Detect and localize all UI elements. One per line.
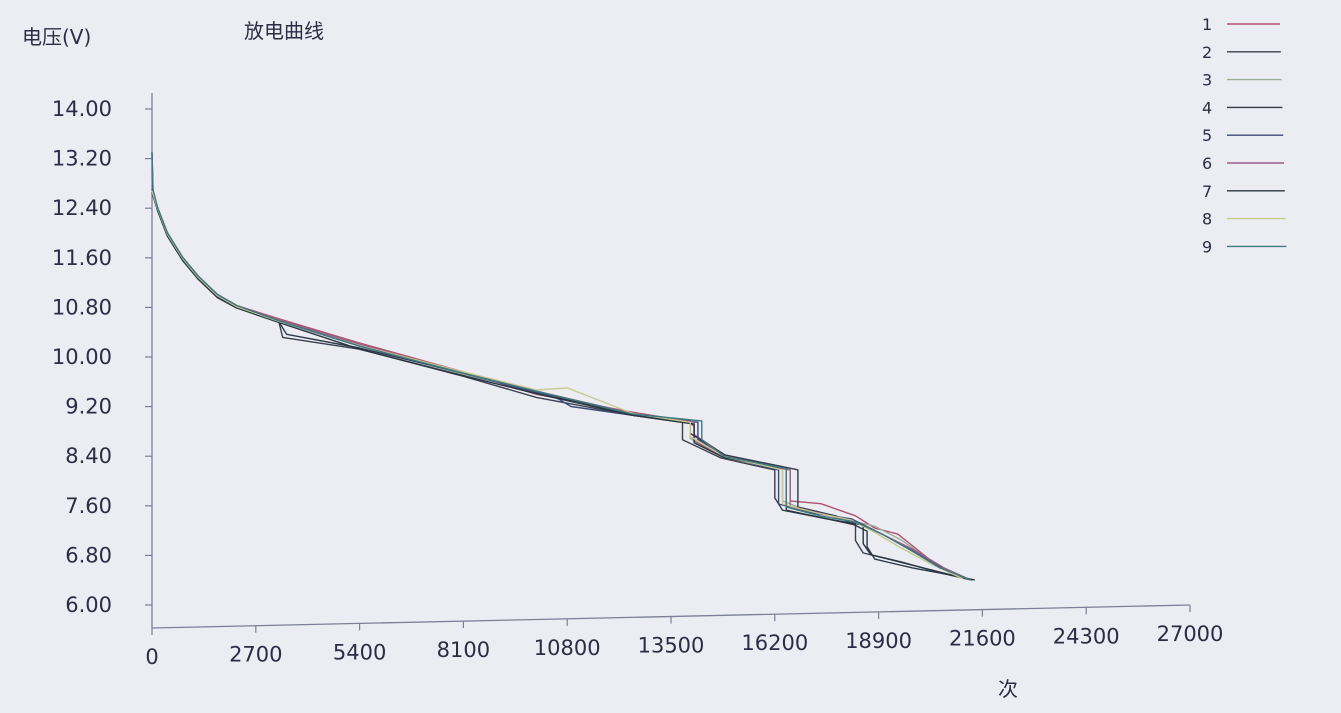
x-tick-label: 21600 [949, 627, 1016, 651]
x-tick-label: 16200 [741, 631, 808, 655]
x-tick-label: 0 [145, 645, 158, 669]
legend-label-9: 9 [1202, 237, 1212, 256]
y-tick-label: 14.00 [52, 97, 112, 121]
x-axis-label: 次 [998, 677, 1018, 701]
y-tick-label: 8.40 [65, 444, 112, 468]
y-tick-label: 13.20 [52, 147, 112, 171]
y-tick-label: 10.80 [52, 295, 112, 319]
x-tick-label: 5400 [333, 640, 386, 664]
x-tick-label: 10800 [534, 636, 601, 660]
y-tick-label: 12.40 [52, 196, 112, 220]
y-tick-label: 7.60 [65, 494, 112, 518]
legend-label-4: 4 [1202, 98, 1212, 117]
series-layer [151, 152, 975, 581]
legend-label-5: 5 [1202, 126, 1212, 145]
axes [151, 93, 1191, 629]
y-axis-label: 电压(V) [22, 25, 91, 49]
legend: 1 2 3 4 5 6 7 8 9 [1202, 15, 1287, 256]
x-tick-label: 27000 [1157, 622, 1224, 646]
x-tick-label: 2700 [229, 643, 282, 667]
x-tick-label: 8100 [437, 638, 490, 662]
y-tick-label: 11.60 [52, 246, 112, 270]
x-tick-label: 13500 [638, 634, 705, 658]
legend-label-3: 3 [1202, 71, 1212, 90]
y-tick-label: 6.00 [65, 593, 112, 617]
legend-label-2: 2 [1202, 43, 1212, 62]
x-tick-label: 24300 [1053, 624, 1120, 648]
legend-label-6: 6 [1202, 154, 1212, 173]
series-line-7 [151, 152, 973, 581]
legend-label-1: 1 [1202, 15, 1212, 34]
y-tick-label: 6.80 [65, 543, 112, 567]
chart-title: 放电曲线 [244, 19, 324, 43]
series-line-9 [151, 152, 972, 581]
y-ticks: 14.00 13.20 12.40 11.60 10.80 10.00 9.20 8.40 7.… [52, 97, 152, 617]
y-tick-label: 10.00 [52, 345, 112, 369]
x-ticks: 0 2700 5400 8100 10800 13500 16200 18900 21600 24… [145, 605, 1223, 669]
x-tick-label: 18900 [845, 629, 912, 653]
series-line-8 [151, 190, 964, 580]
legend-label-7: 7 [1202, 182, 1212, 201]
legend-label-8: 8 [1202, 210, 1212, 229]
y-tick-label: 9.20 [65, 395, 112, 419]
